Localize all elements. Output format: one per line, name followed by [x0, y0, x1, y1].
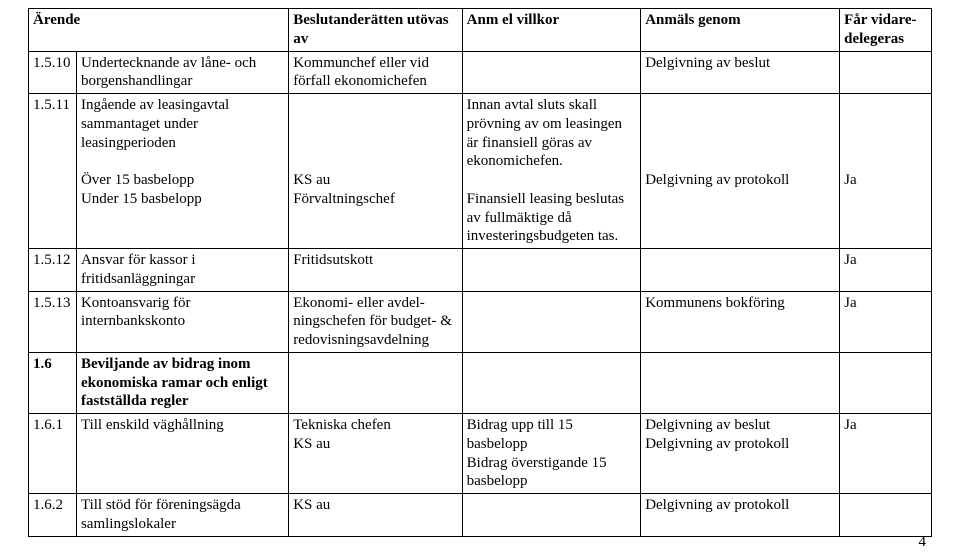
cell-vidare — [840, 352, 932, 413]
text: Delgivning av protokoll — [645, 436, 789, 452]
cell-arende: Ansvar för kassor i fritidsanläggningar — [76, 249, 288, 292]
cell-vidare — [840, 494, 932, 537]
cell-anm: Innan avtal sluts skall prövning av om l… — [462, 94, 641, 249]
table-row: 1.6.1 Till enskild väghållning Tekniska … — [29, 414, 932, 494]
cell-arende: Undertecknande av låne- och borgenshandl… — [76, 51, 288, 94]
cell-anmals: Kommunens bokföring — [641, 291, 840, 352]
header-arende: Ärende — [29, 9, 289, 52]
cell-anmals: Delgivning av beslut Delgivning av proto… — [641, 414, 840, 494]
text: Tekniska chefen — [293, 417, 391, 433]
text: Bidrag upp till 15 basbelopp — [467, 417, 573, 452]
cell-num: 1.6.2 — [29, 494, 77, 537]
cell-vidare — [840, 51, 932, 94]
header-anm: Anm el villkor — [462, 9, 641, 52]
cell-beslut: Kommunchef eller vid förfall ekonomichef… — [289, 51, 462, 94]
cell-anmals: Delgivning av protokoll — [641, 494, 840, 537]
text: KS au — [293, 172, 330, 188]
header-vidare: Får vidare-delegeras — [840, 9, 932, 52]
text: Under 15 basbelopp — [81, 191, 202, 207]
text: KS au — [293, 436, 330, 452]
cell-anm: Bidrag upp till 15 basbelopp Bidrag över… — [462, 414, 641, 494]
text: Bidrag överstigande 15 basbelopp — [467, 455, 607, 490]
text: Innan avtal sluts skall prövning av om l… — [467, 97, 622, 169]
text: Ingående av leasingavtal sammantaget und… — [81, 97, 229, 151]
text: Delgivning av beslut — [645, 417, 770, 433]
cell-arende: Beviljande av bidrag inom ekonomiska ram… — [76, 352, 288, 413]
text: Förvaltningschef — [293, 191, 395, 207]
page: Ärende Beslutanderätten utövas av Anm el… — [0, 0, 960, 557]
cell-vidare: Ja — [840, 291, 932, 352]
cell-num: 1.5.11 — [29, 94, 77, 249]
table-row: 1.6.2 Till stöd för föreningsägda samlin… — [29, 494, 932, 537]
table-row: 1.5.13 Kontoansvarig för internbankskont… — [29, 291, 932, 352]
table-row: 1.5.11 Ingående av leasingavtal sammanta… — [29, 94, 932, 249]
cell-beslut: Fritidsutskott — [289, 249, 462, 292]
cell-anmals: Delgivning av beslut — [641, 51, 840, 94]
cell-arende: Kontoansvarig för internbankskonto — [76, 291, 288, 352]
cell-vidare: Ja — [840, 249, 932, 292]
cell-num: 1.6.1 — [29, 414, 77, 494]
cell-anm — [462, 51, 641, 94]
cell-num: 1.6 — [29, 352, 77, 413]
cell-beslut: Tekniska chefen KS au — [289, 414, 462, 494]
cell-anm — [462, 494, 641, 537]
cell-num: 1.5.12 — [29, 249, 77, 292]
cell-anmals — [641, 249, 840, 292]
text: Delgivning av protokoll — [645, 172, 789, 188]
text: Finansiell leasing beslutas av fullmäkti… — [467, 191, 624, 245]
cell-anm — [462, 352, 641, 413]
cell-num: 1.5.10 — [29, 51, 77, 94]
table-row: 1.6 Beviljande av bidrag inom ekonomiska… — [29, 352, 932, 413]
header-anmals: Anmäls genom — [641, 9, 840, 52]
cell-beslut: Ekonomi- eller avdel-ningschefen för bud… — [289, 291, 462, 352]
text: Ja — [844, 172, 857, 188]
cell-beslut: KS au Förvaltningschef — [289, 94, 462, 249]
table-row: 1.5.12 Ansvar för kassor i fritidsanlägg… — [29, 249, 932, 292]
cell-arende: Till enskild väghållning — [76, 414, 288, 494]
cell-arende: Till stöd för föreningsägda samlingsloka… — [76, 494, 288, 537]
cell-arende: Ingående av leasingavtal sammantaget und… — [76, 94, 288, 249]
cell-vidare: Ja — [840, 94, 932, 249]
cell-vidare: Ja — [840, 414, 932, 494]
cell-anm — [462, 249, 641, 292]
table-header-row: Ärende Beslutanderätten utövas av Anm el… — [29, 9, 932, 52]
delegation-table: Ärende Beslutanderätten utövas av Anm el… — [28, 8, 932, 537]
page-number: 4 — [919, 534, 927, 551]
cell-anmals — [641, 352, 840, 413]
cell-beslut — [289, 352, 462, 413]
cell-anm — [462, 291, 641, 352]
table-row: 1.5.10 Undertecknande av låne- och borge… — [29, 51, 932, 94]
header-beslut: Beslutanderätten utövas av — [289, 9, 462, 52]
cell-anmals: Delgivning av protokoll — [641, 94, 840, 249]
cell-num: 1.5.13 — [29, 291, 77, 352]
text: Över 15 basbelopp — [81, 172, 194, 188]
cell-beslut: KS au — [289, 494, 462, 537]
